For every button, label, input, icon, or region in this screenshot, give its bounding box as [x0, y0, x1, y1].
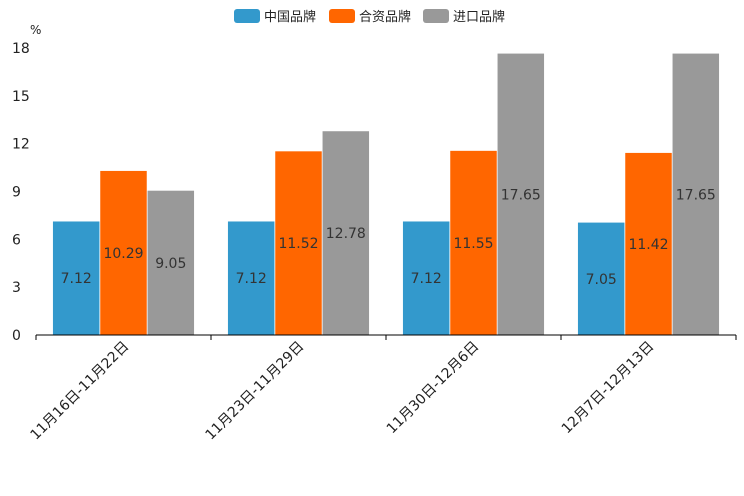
- legend-item[interactable]: 进口品牌: [423, 9, 505, 25]
- bar[interactable]: [100, 170, 147, 335]
- x-tick-label: 11月23日-11月29日: [202, 339, 307, 444]
- legend-swatch: [423, 9, 449, 23]
- data-label: 7.12: [411, 271, 442, 287]
- y-tick-label: 15: [12, 89, 30, 105]
- legend-swatch: [234, 9, 260, 23]
- x-tick-label: 11月16日-11月22日: [27, 339, 132, 444]
- data-label: 17.65: [501, 187, 541, 203]
- y-tick-label: 12: [12, 137, 30, 153]
- legend-item[interactable]: 合资品牌: [329, 9, 411, 25]
- bar[interactable]: [275, 151, 322, 335]
- x-tick-label: 11月30日-12月6日: [384, 339, 483, 438]
- bar[interactable]: [577, 222, 625, 335]
- legend: 中国品牌 合资品牌 进口品牌: [234, 9, 505, 25]
- data-label: 12.78: [326, 226, 366, 242]
- bars: 7.12 10.29 9.05 7.12 11.52 12.78 7.12 11.55 17.6…: [52, 53, 720, 335]
- data-label: 7.12: [61, 271, 92, 287]
- legend-label: 中国品牌: [264, 9, 316, 25]
- bar[interactable]: [402, 221, 450, 335]
- bar[interactable]: [322, 131, 370, 335]
- y-axis: 0 3 6 9 12 15 18: [12, 41, 30, 344]
- bar[interactable]: [497, 53, 545, 335]
- bar[interactable]: [450, 150, 497, 335]
- data-label: 11.52: [278, 236, 318, 252]
- data-label: 7.12: [236, 271, 267, 287]
- legend-label: 进口品牌: [453, 9, 505, 25]
- y-tick-label: 3: [12, 280, 21, 296]
- legend-item[interactable]: 中国品牌: [234, 9, 316, 25]
- y-tick-label: 9: [12, 185, 21, 201]
- data-label: 11.42: [628, 237, 668, 253]
- y-tick-label: 18: [12, 41, 30, 57]
- y-unit-label: %: [30, 23, 41, 37]
- data-label: 10.29: [103, 246, 143, 262]
- legend-label: 合资品牌: [359, 9, 411, 25]
- y-tick-label: 0: [12, 328, 21, 344]
- y-tick-label: 6: [12, 232, 21, 248]
- bar[interactable]: [147, 190, 195, 335]
- bar[interactable]: [625, 152, 672, 335]
- x-axis: 11月16日-11月22日 11月23日-11月29日 11月30日-12月6日 12…: [27, 334, 737, 444]
- data-label: 7.05: [586, 272, 617, 288]
- data-label: 9.05: [155, 256, 186, 272]
- bar[interactable]: [227, 221, 275, 335]
- data-label: 11.55: [453, 236, 493, 252]
- x-tick-label: 12月7日-12月13日: [559, 339, 658, 438]
- bar[interactable]: [52, 221, 100, 335]
- data-label: 17.65: [676, 187, 716, 203]
- legend-swatch: [329, 9, 355, 23]
- bar[interactable]: [672, 53, 720, 335]
